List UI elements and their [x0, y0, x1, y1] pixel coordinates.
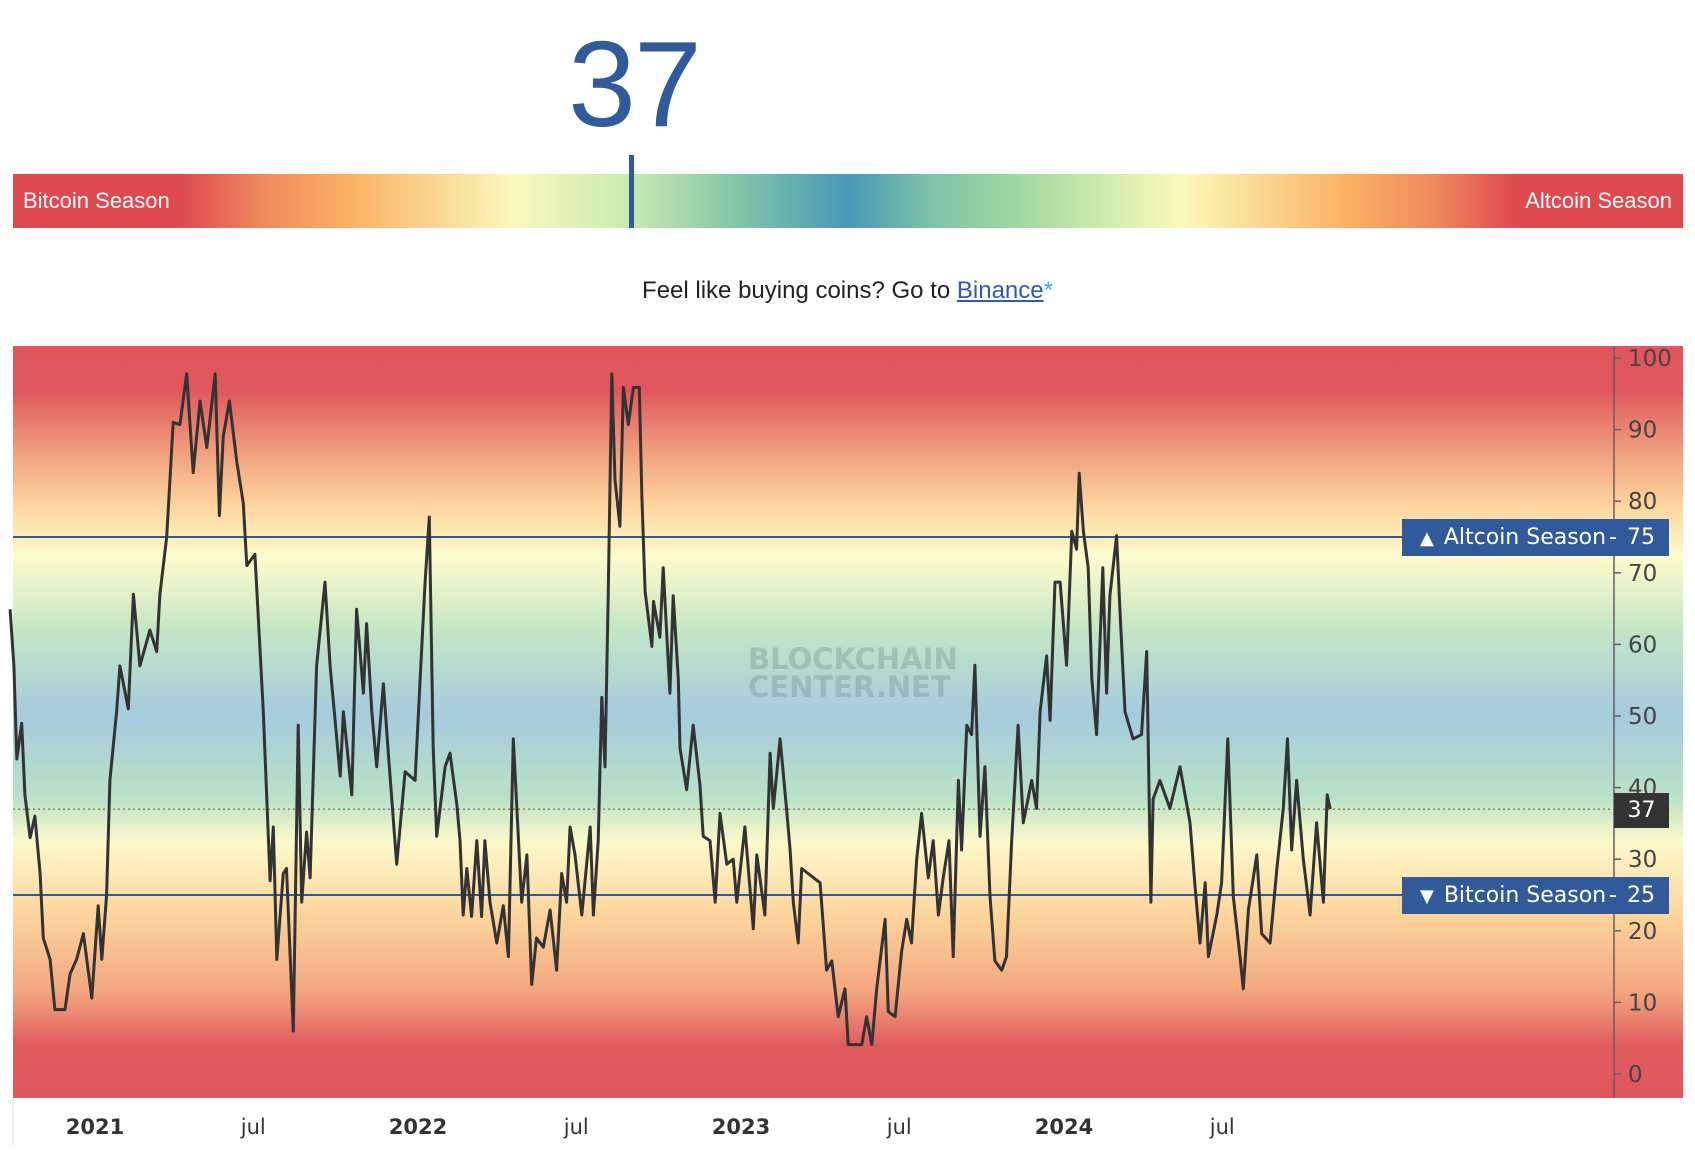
- watermark-line1: BLOCKCHAIN: [748, 642, 958, 676]
- x-tick-label: jul: [886, 1115, 912, 1139]
- threshold-value: 25: [1627, 883, 1655, 908]
- altcoin-season-label: Altcoin Season: [1525, 188, 1672, 213]
- gauge-marker: [628, 155, 634, 228]
- y-tick-label: 10: [1628, 990, 1657, 1016]
- x-tick-label: jul: [1209, 1115, 1235, 1139]
- altcoin-season-threshold-label: ▲ Altcoin Season -75: [1402, 519, 1669, 556]
- y-tick-label: 20: [1628, 919, 1657, 945]
- x-tick-label: 2023: [712, 1115, 770, 1139]
- bitcoin-season-label: Bitcoin Season: [23, 188, 170, 213]
- x-axis-ticks: 2021 jul 2022 jul 2023 jul 2024 jul: [66, 1115, 1235, 1139]
- current-index-value: 37: [568, 16, 702, 152]
- y-tick-label: 80: [1628, 489, 1657, 515]
- bitcoin-season-threshold-label: ▼ Bitcoin Season -25: [1402, 877, 1669, 914]
- y-tick-label: 0: [1628, 1062, 1643, 1088]
- y-tick-label: 30: [1628, 847, 1657, 873]
- y-tick-label: 70: [1628, 561, 1657, 587]
- promo-text: Feel like buying coins? Go to Binance*: [0, 277, 1695, 305]
- watermark-line2: CENTER.NET: [748, 670, 951, 704]
- y-tick-label: 100: [1628, 346, 1672, 372]
- index-series-line: [8, 372, 1332, 1047]
- triangle-down-icon: ▼: [1420, 886, 1434, 907]
- separator: -: [1609, 525, 1617, 550]
- binance-link[interactable]: Binance: [956, 277, 1044, 304]
- x-tick-label: 2022: [389, 1115, 447, 1139]
- promo-asterisk: *: [1043, 277, 1053, 304]
- y-tick-label: 90: [1628, 418, 1657, 444]
- threshold-value: 75: [1627, 525, 1655, 550]
- x-tick-label: jul: [240, 1115, 266, 1139]
- x-tick-label: jul: [563, 1115, 589, 1139]
- x-tick-label: 2024: [1035, 1115, 1093, 1139]
- triangle-up-icon: ▲: [1420, 528, 1434, 549]
- promo-sentence: Feel like buying coins? Go to: [642, 277, 957, 304]
- threshold-label-text: Bitcoin Season: [1443, 883, 1607, 908]
- watermark-logo: BLOCKCHAIN CENTER.NET: [748, 642, 958, 704]
- season-gauge-bar: Bitcoin Season Altcoin Season: [13, 174, 1683, 228]
- y-tick-label: 60: [1628, 632, 1657, 658]
- separator: -: [1609, 883, 1617, 908]
- current-value-badge: 37: [1614, 793, 1669, 828]
- x-tick-label: 2021: [66, 1115, 124, 1139]
- threshold-label-text: Altcoin Season: [1443, 525, 1607, 550]
- y-tick-label: 50: [1628, 704, 1657, 730]
